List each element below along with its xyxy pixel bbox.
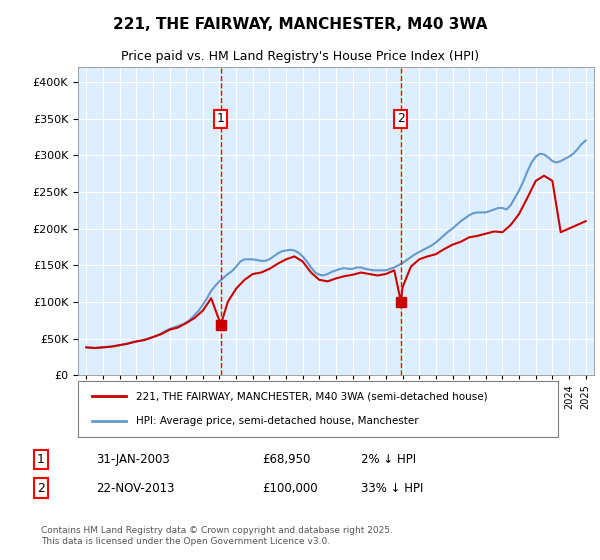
Text: 2: 2 <box>37 482 45 494</box>
Text: Price paid vs. HM Land Registry's House Price Index (HPI): Price paid vs. HM Land Registry's House … <box>121 50 479 63</box>
Text: Contains HM Land Registry data © Crown copyright and database right 2025.
This d: Contains HM Land Registry data © Crown c… <box>41 526 393 545</box>
Text: £68,950: £68,950 <box>262 453 310 466</box>
Text: 221, THE FAIRWAY, MANCHESTER, M40 3WA: 221, THE FAIRWAY, MANCHESTER, M40 3WA <box>113 17 487 32</box>
Text: 31-JAN-2003: 31-JAN-2003 <box>96 453 170 466</box>
Text: 221, THE FAIRWAY, MANCHESTER, M40 3WA (semi-detached house): 221, THE FAIRWAY, MANCHESTER, M40 3WA (s… <box>136 391 487 402</box>
Text: 2: 2 <box>397 112 405 125</box>
Text: 1: 1 <box>217 112 225 125</box>
Text: £100,000: £100,000 <box>262 482 317 494</box>
Text: 22-NOV-2013: 22-NOV-2013 <box>96 482 175 494</box>
FancyBboxPatch shape <box>78 381 558 437</box>
Text: 33% ↓ HPI: 33% ↓ HPI <box>361 482 424 494</box>
Text: 1: 1 <box>37 453 45 466</box>
Text: HPI: Average price, semi-detached house, Manchester: HPI: Average price, semi-detached house,… <box>136 416 418 426</box>
Text: 2% ↓ HPI: 2% ↓ HPI <box>361 453 416 466</box>
